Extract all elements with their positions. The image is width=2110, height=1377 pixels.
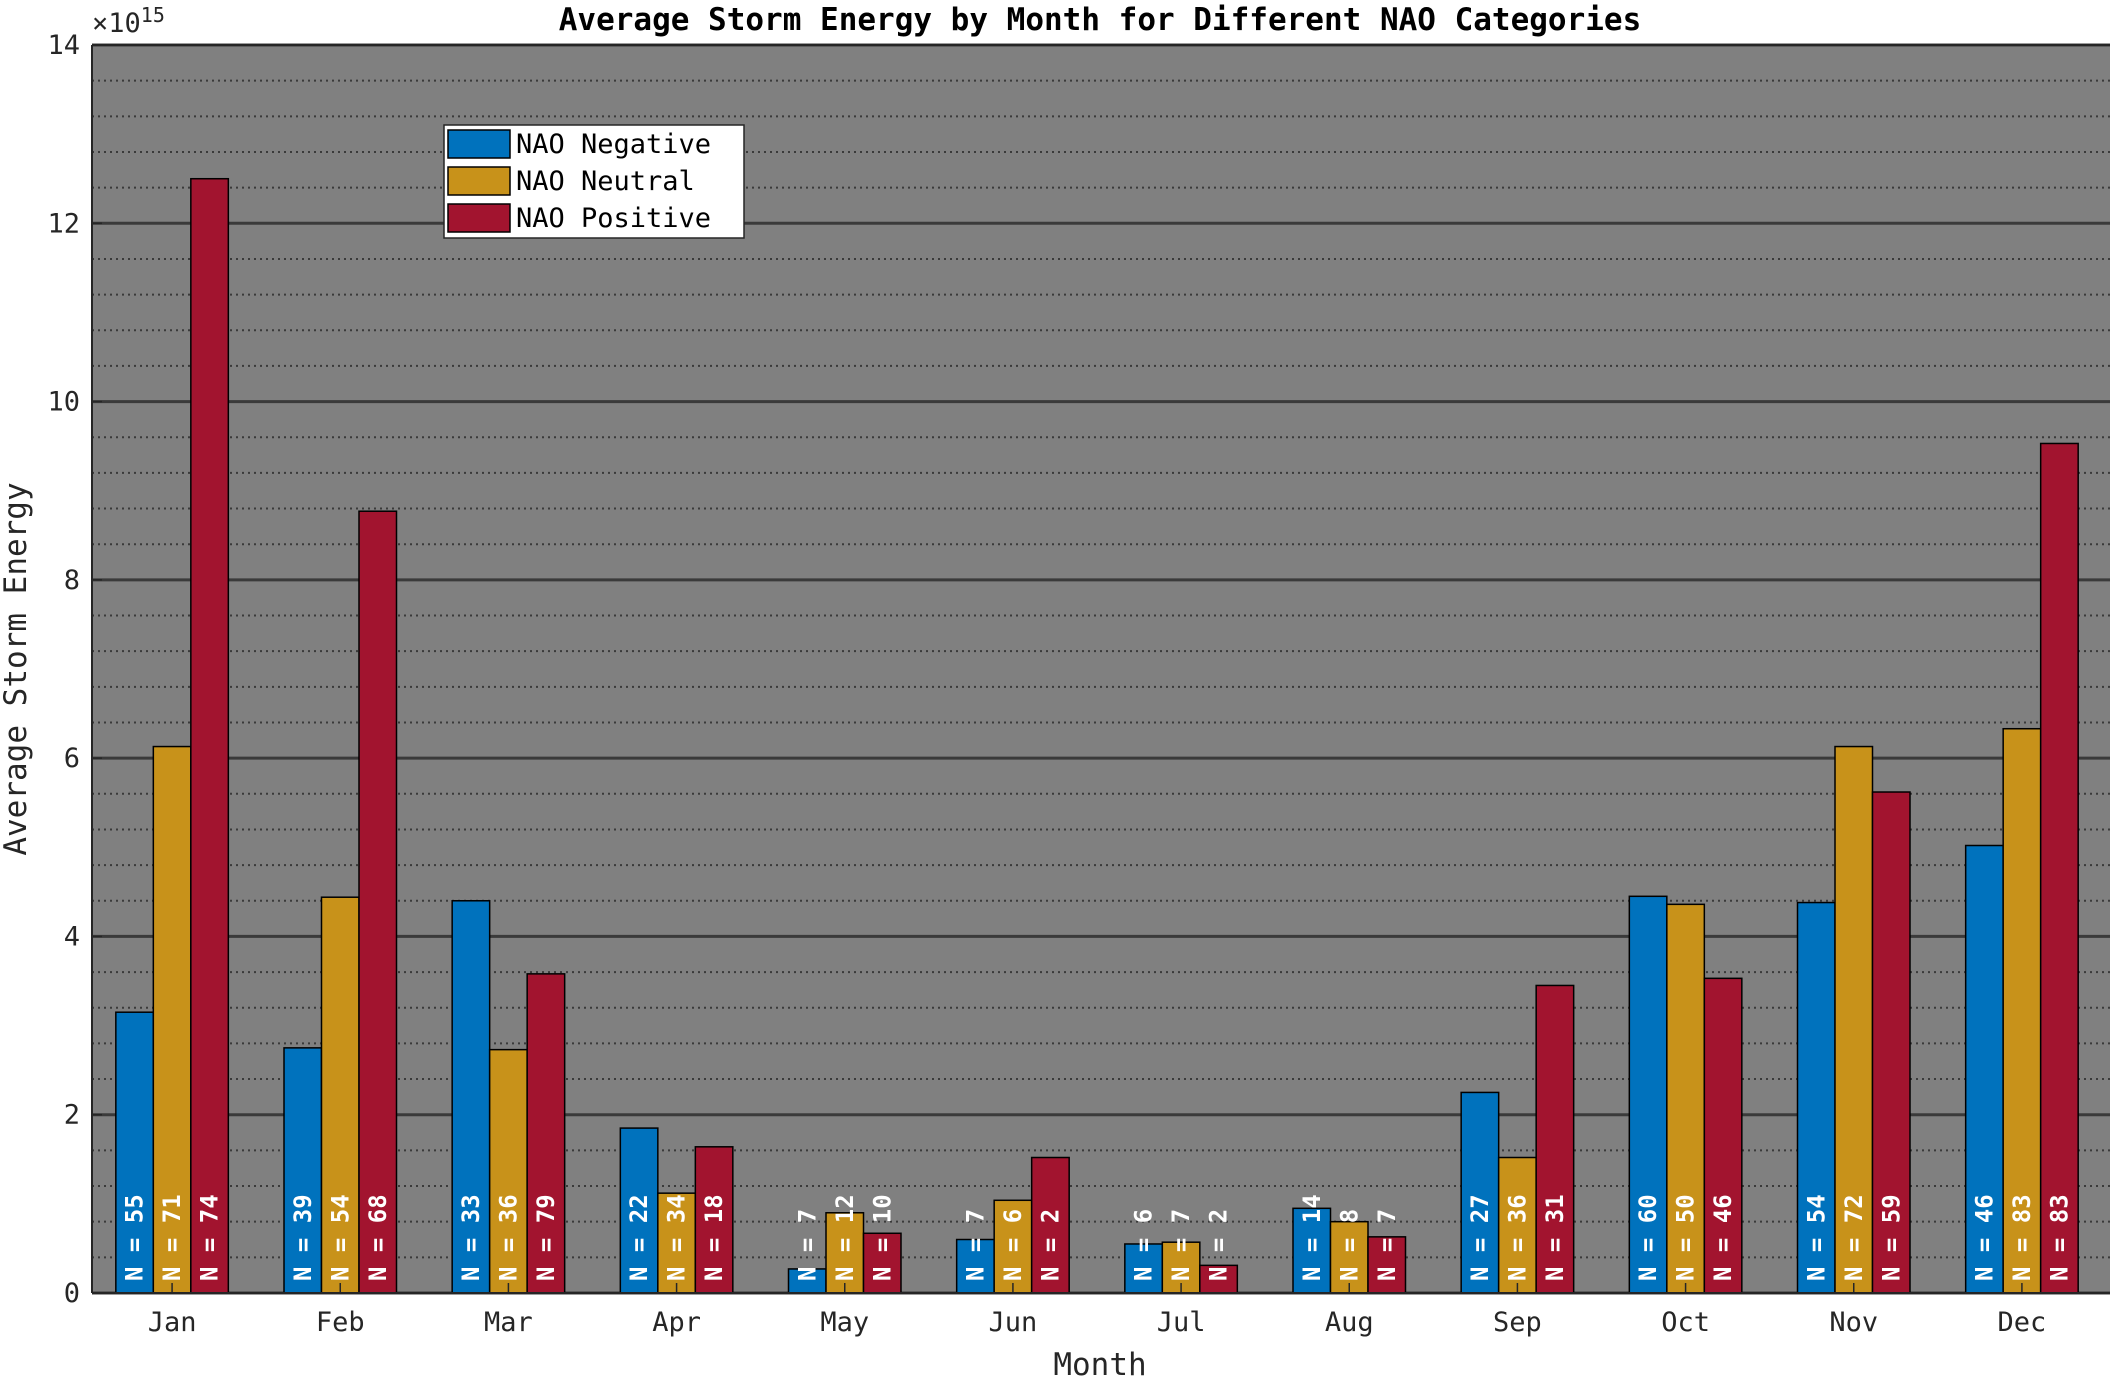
- bar-nao-negative-dec: [1964, 844, 2004, 1294]
- y-tick-label: 0: [64, 1278, 80, 1309]
- y-tick-label: 6: [64, 743, 80, 774]
- bar-count-label: N = 39: [289, 1194, 317, 1281]
- bar-labels: N = 55 N = 71 N = 74 N = 39 N = 54 N = 68 N = …: [121, 1194, 2074, 1281]
- bar-count-label: N = 18: [700, 1194, 728, 1281]
- bar-count-label: N = 7: [793, 1209, 821, 1281]
- bar-count-label: N = 2: [1036, 1209, 1064, 1281]
- x-tick-label: Aug: [1325, 1307, 1374, 1338]
- legend: NAO Negative NAO Neutral NAO Positive: [443, 124, 745, 239]
- bar-nao-positive-apr: [694, 1146, 734, 1294]
- bar-count-label: N = 27: [1466, 1194, 1494, 1281]
- x-tick-label: Dec: [1998, 1307, 2047, 1338]
- bar-count-label: N = 2: [1205, 1209, 1233, 1281]
- bar-count-label: N = 83: [2008, 1194, 2036, 1281]
- bar-nao-negative-jan: [115, 1011, 155, 1294]
- bar-count-label: N = 7: [1373, 1209, 1401, 1281]
- x-tick-label: Jan: [148, 1307, 197, 1338]
- bar-nao-positive-mar: [526, 973, 566, 1294]
- x-axis-label: Month: [1053, 1347, 1146, 1377]
- chart-title: Average Storm Energy by Month for Differ…: [559, 2, 1642, 38]
- bar-count-label: N = 46: [1970, 1194, 1998, 1281]
- bar-nao-positive-may: [862, 1232, 902, 1294]
- bar-count-label: N = 55: [121, 1194, 149, 1281]
- bar-count-label: N = 46: [1709, 1194, 1737, 1281]
- x-tick-label: Feb: [316, 1307, 365, 1338]
- legend-swatch-neutral: [447, 166, 511, 196]
- bar-count-label: N = 10: [868, 1194, 896, 1281]
- y-tick-label: 14: [47, 30, 80, 61]
- bar-count-label: N = 14: [1298, 1194, 1326, 1281]
- legend-label-negative: NAO Negative: [516, 129, 711, 160]
- bar-count-label: N = 22: [625, 1194, 653, 1281]
- bar-nao-positive-feb: [358, 510, 398, 1294]
- bar-count-label: N = 6: [999, 1209, 1027, 1281]
- y-tick-label: 4: [64, 921, 80, 952]
- bar-nao-neutral-may: [825, 1212, 865, 1294]
- bar-count-label: N = 36: [1503, 1194, 1531, 1281]
- bar-nao-negative-apr: [619, 1127, 659, 1294]
- y-tick-label: 2: [64, 1100, 80, 1131]
- legend-swatch-negative: [447, 129, 511, 159]
- bar-count-label: N = 36: [494, 1194, 522, 1281]
- y-axis-exponent: ×1015: [92, 3, 165, 39]
- y-axis-label: Average Storm Energy: [0, 482, 34, 855]
- bar-nao-positive-nov: [1871, 791, 1911, 1294]
- exponent-power: 15: [141, 3, 165, 27]
- bar-nao-negative-nov: [1796, 901, 1836, 1294]
- bar-nao-positive-dec: [2039, 442, 2079, 1294]
- bar-nao-negative-mar: [451, 900, 491, 1294]
- x-tick-label: Apr: [652, 1307, 701, 1338]
- x-tick-label: Oct: [1661, 1307, 1710, 1338]
- bar-count-label: N = 71: [158, 1194, 186, 1281]
- bar-nao-positive-aug: [1367, 1236, 1407, 1294]
- bar-nao-neutral-mar: [488, 1048, 528, 1294]
- bar-count-label: N = 59: [1877, 1194, 1905, 1281]
- x-tick-label: Jun: [989, 1307, 1038, 1338]
- bar-count-label: N = 83: [2045, 1194, 2073, 1281]
- bar-count-label: N = 60: [1634, 1194, 1662, 1281]
- bar-nao-neutral-apr: [657, 1192, 697, 1294]
- y-tick-label: 10: [47, 387, 80, 418]
- bar-count-label: N = 54: [1802, 1194, 1830, 1281]
- bar-nao-positive-sep: [1535, 984, 1575, 1294]
- bar-nao-positive-oct: [1703, 977, 1743, 1294]
- bar-count-label: N = 7: [1167, 1209, 1195, 1281]
- bar-count-label: N = 8: [1335, 1209, 1363, 1281]
- plot-background: [92, 45, 2110, 1293]
- legend-swatch-positive: [447, 203, 511, 233]
- bar-count-label: N = 34: [663, 1194, 691, 1281]
- x-tick-label: May: [820, 1307, 869, 1338]
- axes: 0 2 4 6 8 10 12 14 Jan Feb Mar Apr May Jun Jul Aug Sep Oc…: [47, 30, 2110, 1338]
- bar-count-label: N = 33: [457, 1194, 485, 1281]
- y-tick-label: 12: [47, 208, 80, 239]
- bar-count-label: N = 54: [326, 1194, 354, 1281]
- y-tick-label: 8: [64, 565, 80, 596]
- x-tick-label: Nov: [1829, 1307, 1878, 1338]
- bar-nao-positive-jul: [1199, 1264, 1239, 1294]
- bar-count-label: N = 6: [1130, 1209, 1158, 1281]
- x-tick-label: Sep: [1493, 1307, 1542, 1338]
- bar-nao-negative-aug: [1292, 1207, 1332, 1294]
- bar-nao-positive-jun: [1030, 1156, 1070, 1294]
- bar-count-label: N = 72: [1840, 1194, 1868, 1281]
- legend-label-neutral: NAO Neutral: [516, 166, 695, 197]
- exponent-base: ×10: [92, 8, 141, 39]
- bar-count-label: N = 7: [961, 1209, 989, 1281]
- bar-nao-negative-oct: [1628, 895, 1668, 1294]
- x-tick-label: Mar: [484, 1307, 533, 1338]
- bar-nao-positive-jan: [190, 177, 230, 1294]
- bar-count-label: N = 79: [532, 1194, 560, 1281]
- bar-count-label: N = 50: [1672, 1194, 1700, 1281]
- legend-label-positive: NAO Positive: [516, 203, 711, 234]
- bar-count-label: N = 68: [364, 1194, 392, 1281]
- bar-count-label: N = 74: [196, 1194, 224, 1281]
- bar-nao-neutral-feb: [320, 896, 360, 1294]
- x-tick-label: Jul: [1157, 1307, 1206, 1338]
- bar-count-label: N = 31: [1541, 1194, 1569, 1281]
- bar-count-label: N = 12: [831, 1194, 859, 1281]
